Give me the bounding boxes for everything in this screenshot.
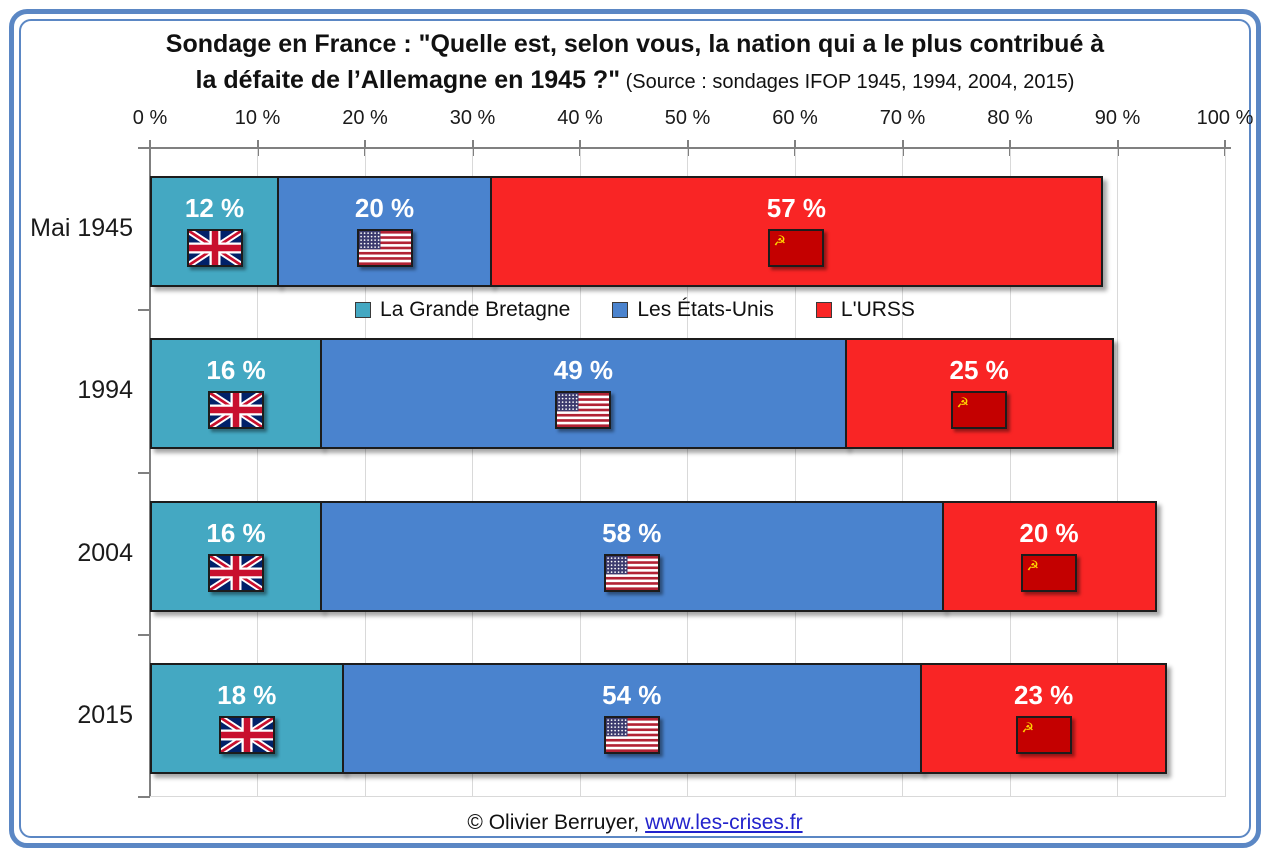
- uk-flag-icon: [218, 715, 275, 755]
- footer-site-link[interactable]: www.les-crises.fr: [645, 811, 803, 834]
- bar-segment: 16 %: [150, 500, 322, 612]
- x-axis-line: [138, 147, 1231, 149]
- y-axis-tick-mark: [138, 633, 150, 636]
- bar-row: 18 % 54 % 23 % ☭: [150, 662, 1168, 774]
- footer-copyright-text: © Olivier Berruyer,: [467, 811, 646, 834]
- svg-text:☭: ☭: [1027, 558, 1040, 574]
- segment-value-label: 20 %: [1019, 517, 1079, 548]
- x-axis-tick-label: 60 %: [772, 107, 818, 129]
- legend-series-label: L'URSS: [840, 298, 915, 321]
- x-axis-tick-label: 10 %: [234, 107, 281, 129]
- bar-row: 16 % 49 % 25 % ☭: [150, 338, 1114, 450]
- segment-value-label: 12 %: [184, 193, 245, 223]
- y-axis-tick-mark: [138, 147, 150, 149]
- x-axis-tick-label: 0 %: [132, 107, 168, 129]
- legend-series-label: Les États-Unis: [637, 298, 774, 321]
- bar-segment: 25 % ☭: [844, 338, 1114, 450]
- us-flag-icon: [603, 553, 660, 592]
- legend-swatch-icon: [815, 302, 832, 318]
- ussr-flag-icon: ☭: [768, 229, 825, 267]
- svg-text:☭: ☭: [957, 396, 970, 412]
- category-label: 1994: [77, 376, 133, 405]
- vertical-gridline: [687, 148, 688, 797]
- category-label: 2004: [77, 538, 133, 567]
- svg-text:☭: ☭: [774, 234, 787, 250]
- chart-title-line2-question: la défaite de l’Allemagne en 1945 ?": [195, 66, 621, 94]
- uk-flag-icon: [208, 552, 264, 593]
- segment-value-label: 16 %: [206, 355, 266, 386]
- legend-series-label: La Grande Bretagne: [380, 298, 571, 321]
- x-axis-tick-label: 100 %: [1196, 107, 1254, 129]
- y-axis-line: [149, 148, 151, 797]
- uk-flag-icon: [186, 228, 243, 268]
- vertical-gridline: [1117, 148, 1118, 797]
- footer-credit: © Olivier Berruyer, www.les-crises.fr: [0, 811, 1270, 835]
- x-axis-tick-label: 80 %: [987, 107, 1033, 129]
- legend-swatch-icon: [355, 302, 372, 318]
- x-axis-tick-label: 20 %: [342, 107, 388, 129]
- vertical-gridline: [579, 148, 581, 797]
- vertical-gridline: [364, 148, 366, 797]
- segment-value-label: 58 %: [602, 517, 662, 548]
- y-axis-tick-mark: [138, 471, 150, 474]
- bar-segment: 49 %: [320, 338, 847, 450]
- ussr-flag-icon: ☭: [951, 391, 1008, 430]
- category-label: Mai 1945: [30, 214, 133, 242]
- x-axis-tick-label: 70 %: [879, 107, 926, 129]
- segment-value-label: 49 %: [553, 355, 613, 386]
- svg-text:☭: ☭: [1021, 720, 1034, 736]
- segment-value-label: 18 %: [217, 679, 277, 710]
- bar-segment: 23 % ☭: [920, 662, 1168, 774]
- vertical-gridline: [902, 148, 903, 797]
- x-axis-tick-label: 30 %: [449, 107, 496, 129]
- bar-segment: 16 %: [150, 338, 322, 450]
- bar-segment: 20 % ☭: [941, 500, 1157, 612]
- segment-value-label: 57 %: [766, 193, 826, 223]
- legend-item: Les États-Unis: [612, 298, 774, 322]
- ussr-flag-icon: ☭: [1015, 715, 1072, 754]
- vertical-gridline: [472, 148, 473, 797]
- chart-title-line1: Sondage en France : "Quelle est, selon v…: [165, 30, 1105, 58]
- vertical-gridline: [1224, 148, 1226, 797]
- us-flag-icon: [603, 715, 660, 754]
- vertical-gridline: [1009, 148, 1011, 797]
- bar-row: 16 % 58 % 20 % ☭: [150, 500, 1157, 612]
- segment-value-label: 54 %: [602, 679, 662, 710]
- bar-segment: 58 %: [320, 500, 944, 612]
- segment-value-label: 20 %: [354, 193, 415, 223]
- legend-swatch-icon: [612, 302, 629, 318]
- legend-item: La Grande Bretagne: [355, 298, 570, 322]
- x-axis-tick-label: 40 %: [557, 107, 603, 129]
- chart-title-line2: la défaite de l’Allemagne en 1945 ?" (So…: [0, 62, 1270, 102]
- chart-legend: La Grande Bretagne Les États-Unis L'URSS: [0, 298, 1270, 322]
- plot-bottom-line: [150, 796, 1225, 797]
- y-axis-tick-mark: [138, 309, 150, 312]
- bar-segment: 54 %: [341, 662, 922, 774]
- segment-value-label: 23 %: [1013, 679, 1074, 710]
- bar-row: 12 % 20 % 57 % ☭: [150, 176, 1103, 287]
- ussr-flag-icon: ☭: [1021, 553, 1077, 592]
- x-axis-tick-label: 90 %: [1094, 107, 1141, 129]
- segment-value-label: 16 %: [206, 517, 266, 548]
- bar-segment: 18 %: [150, 662, 344, 774]
- bar-segment: 12 %: [150, 176, 279, 287]
- vertical-gridline: [794, 148, 796, 797]
- legend-item: L'URSS: [815, 298, 915, 322]
- us-flag-icon: [555, 391, 612, 430]
- category-label: 2015: [77, 700, 133, 729]
- us-flag-icon: [356, 229, 413, 267]
- segment-value-label: 25 %: [949, 355, 1009, 386]
- bar-segment: 57 % ☭: [490, 176, 1103, 287]
- x-axis-tick-label: 50 %: [664, 107, 711, 129]
- bar-segment: 20 %: [277, 176, 492, 287]
- chart-title: Sondage en France : "Quelle est, selon v…: [0, 26, 1270, 102]
- y-axis-tick-mark: [138, 796, 150, 798]
- chart-title-source: (Source : sondages IFOP 1945, 1994, 2004…: [620, 71, 1075, 93]
- vertical-gridline: [257, 148, 258, 797]
- uk-flag-icon: [208, 390, 264, 430]
